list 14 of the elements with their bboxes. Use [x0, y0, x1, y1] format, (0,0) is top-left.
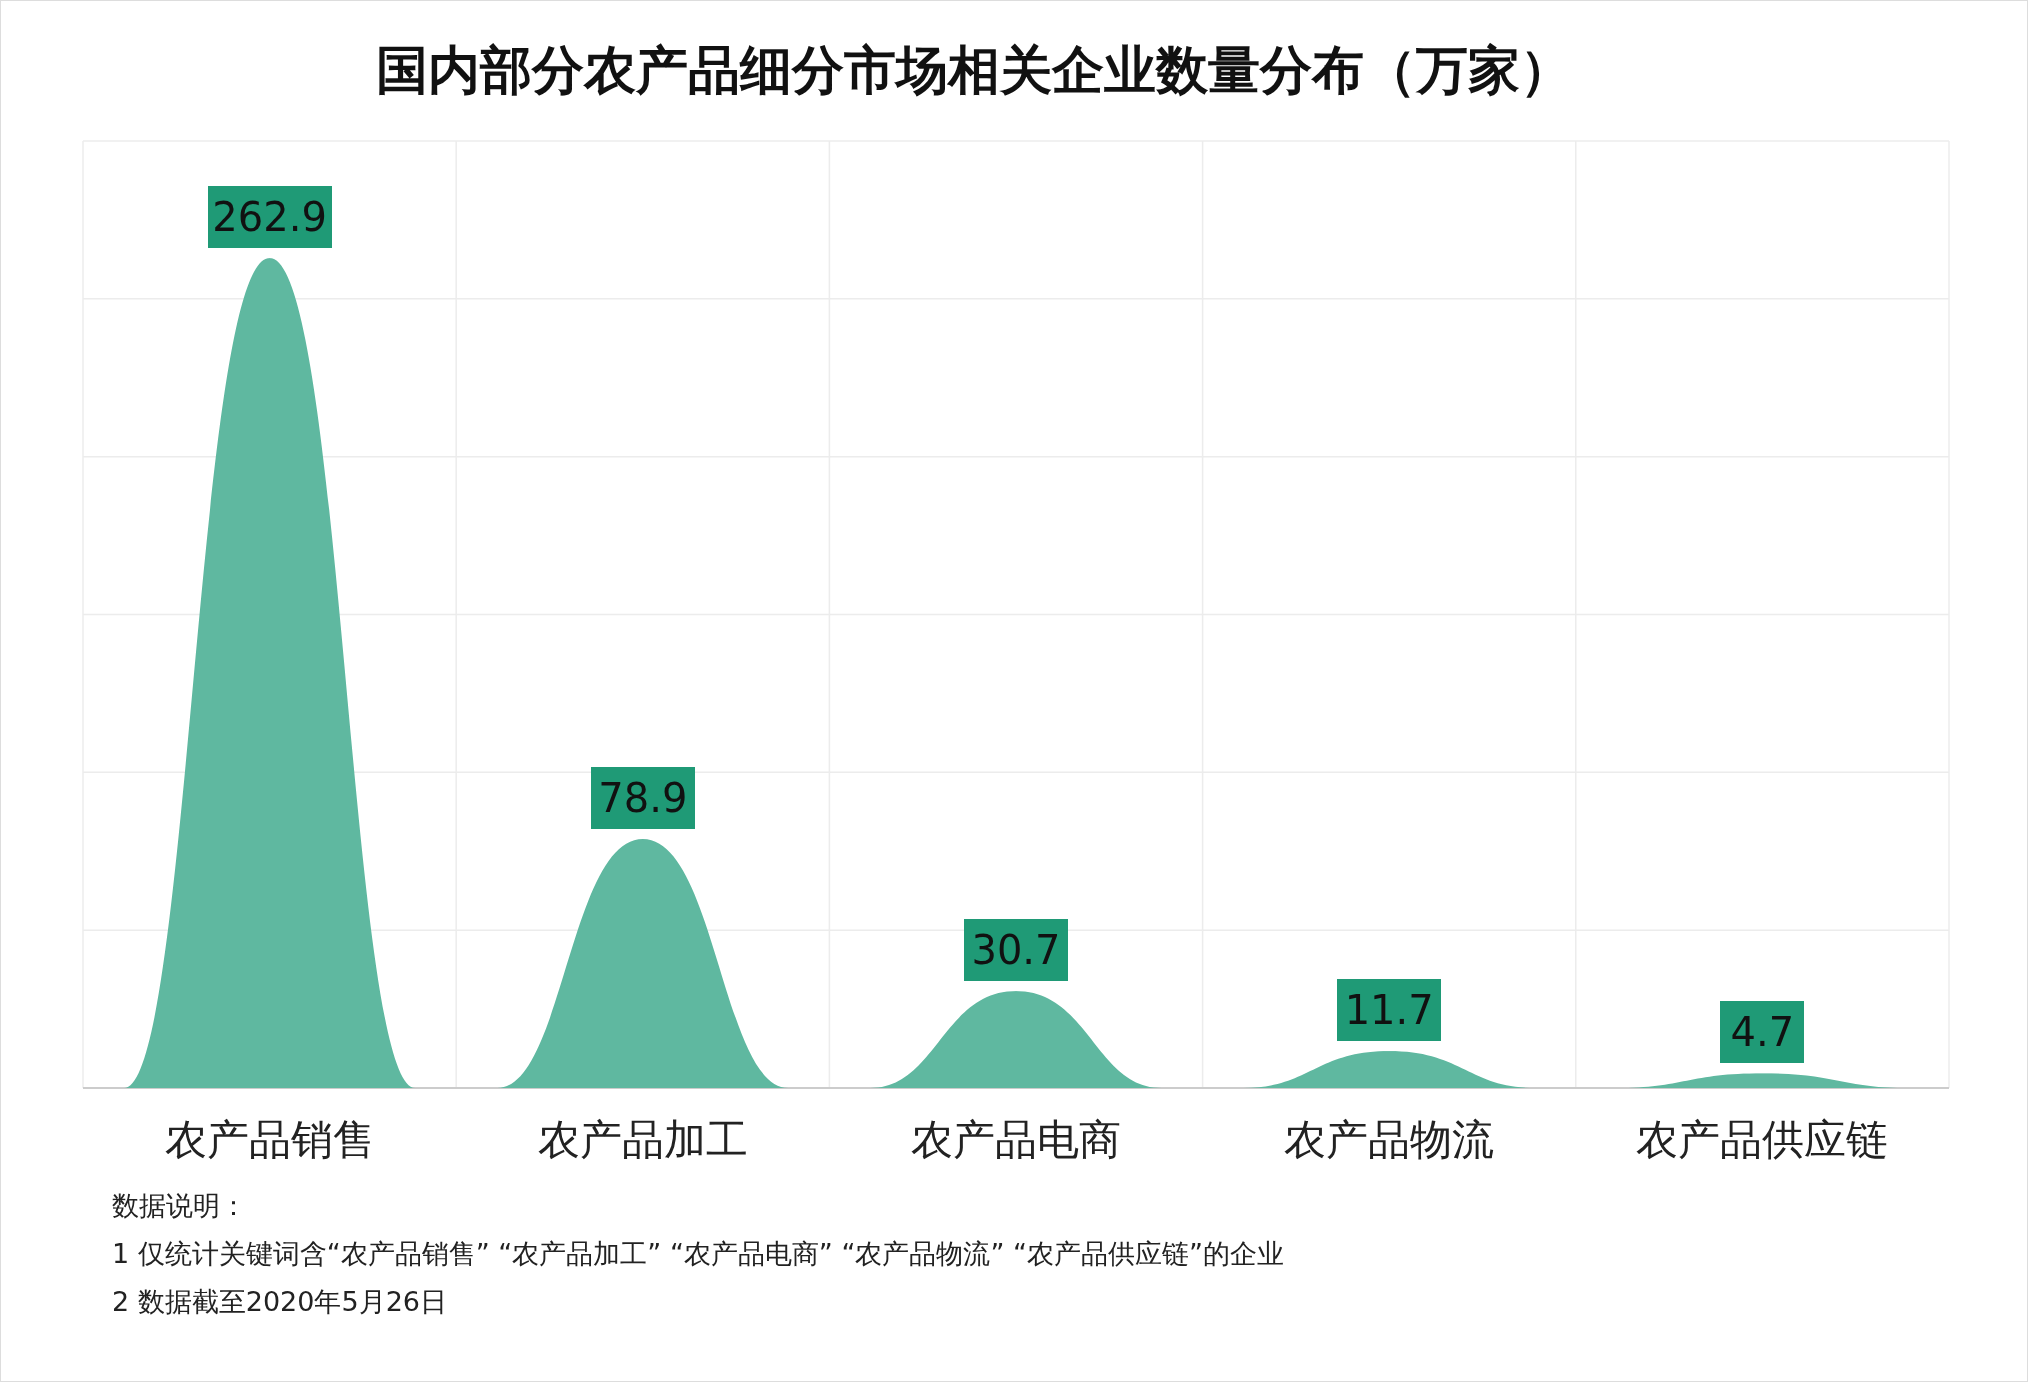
x-tick-label: 农产品供应链 — [1636, 1115, 1889, 1164]
data-label: 11.7 — [1337, 979, 1442, 1042]
text: 数据说明： — [112, 1190, 247, 1221]
chart-title: 国内部分农产品细分市场相关企业数量分布（万家） — [376, 40, 1572, 100]
x-tick-label: 农产品销售 — [164, 1115, 375, 1164]
data-label: 78.9 — [590, 766, 695, 829]
data-label: 262.9 — [207, 186, 332, 249]
x-tick-label: 农产品加工 — [537, 1115, 748, 1164]
data-label: 30.7 — [964, 919, 1068, 982]
x-tick-label: 农产品物流 — [1284, 1115, 1495, 1164]
text: 1 仅统计关键词含“农产品销售” “农产品加工” “农产品电商” “农产品物流” “农产品供应链”的企业 — [112, 1238, 1284, 1269]
text: 2 数据截至2020年5月26日 — [112, 1286, 448, 1317]
x-tick-label: 农产品电商 — [911, 1115, 1121, 1164]
data-label: 4.7 — [1720, 1001, 1805, 1064]
